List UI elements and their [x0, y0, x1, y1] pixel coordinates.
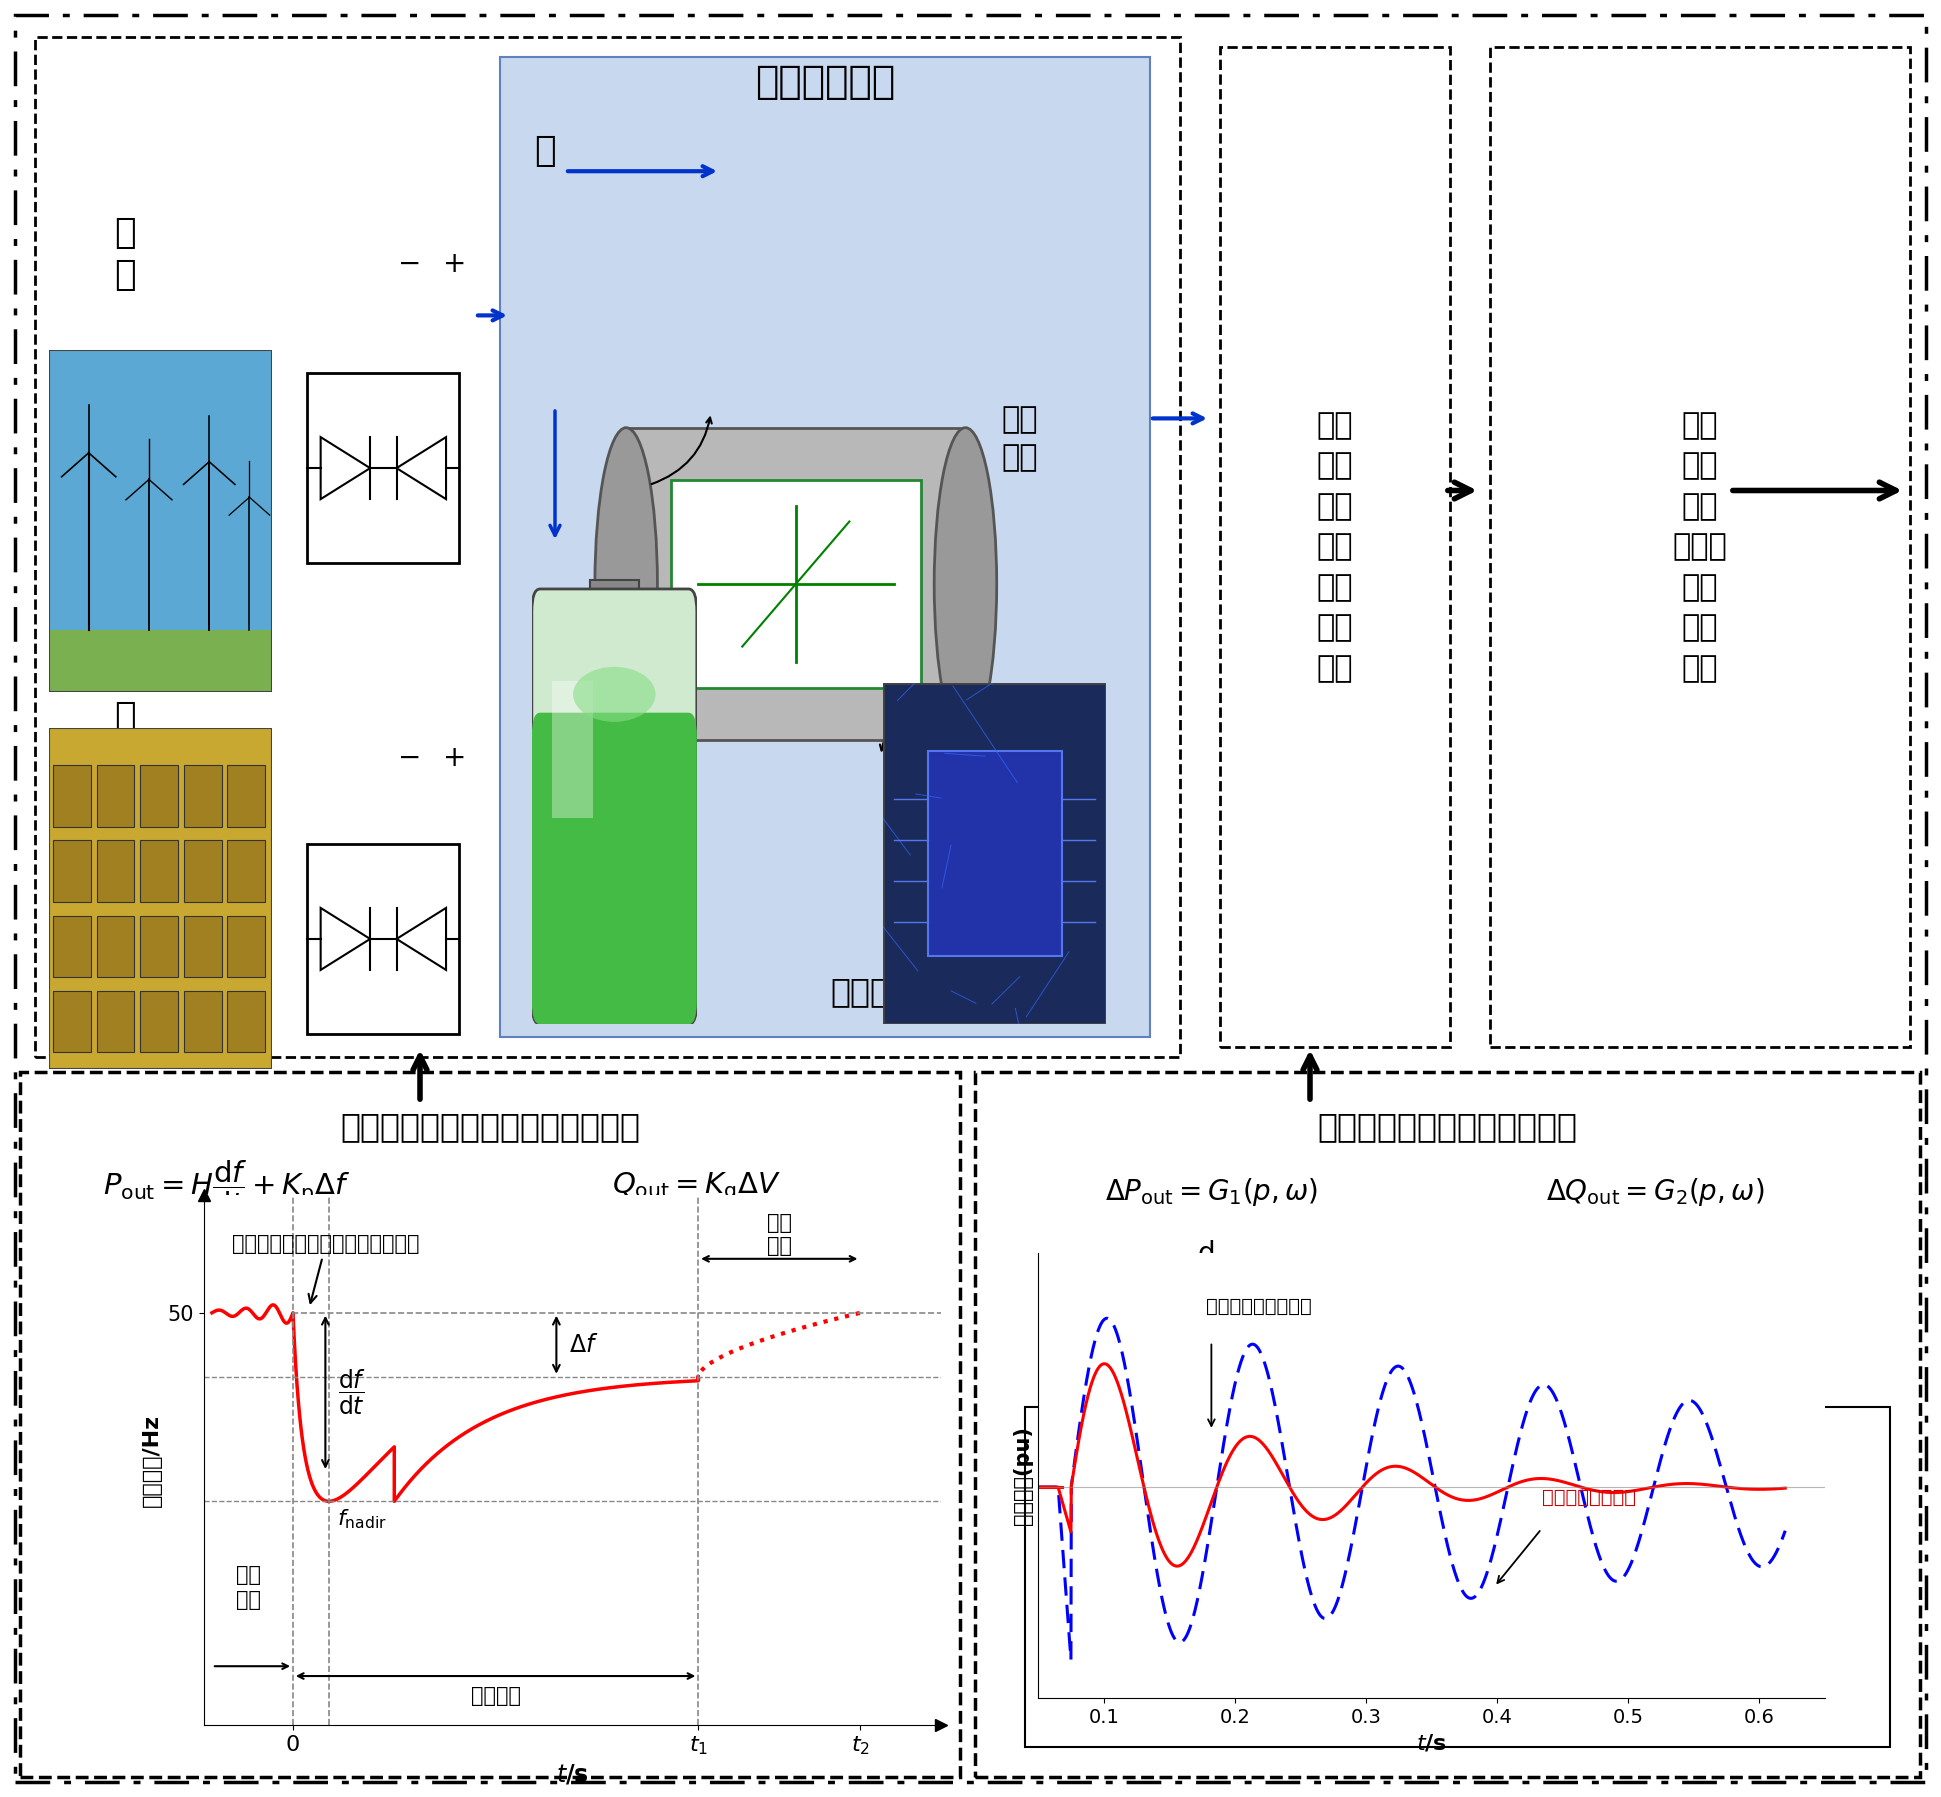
Bar [97, 766, 134, 827]
Text: +: + [443, 744, 466, 773]
Bar [140, 841, 179, 902]
Text: $\dfrac{\mathrm{d}f}{\mathrm{d}t}$: $\dfrac{\mathrm{d}f}{\mathrm{d}t}$ [338, 1368, 365, 1418]
Bar [52, 766, 91, 827]
Bar [184, 915, 221, 978]
Text: $p=\dfrac{\mathrm{d}}{\mathrm{d}t}$: $p=\dfrac{\mathrm{d}}{\mathrm{d}t}$ [1141, 1238, 1225, 1296]
Bar [551, 681, 592, 818]
Text: 源: 源 [534, 133, 555, 167]
Text: $f_{\mathrm{nadir}}$: $f_{\mathrm{nadir}}$ [338, 1508, 386, 1531]
Text: 发电机组跳闸或突增大功率负荷等: 发电机组跳闸或突增大功率负荷等 [233, 1235, 419, 1303]
X-axis label: $t$/s: $t$/s [1415, 1732, 1448, 1754]
Text: 输出调频调压功率，增强运行性能: 输出调频调压功率，增强运行性能 [340, 1111, 641, 1143]
Bar [35, 38, 1180, 1057]
Text: 主动阻尼控制未投入: 主动阻尼控制未投入 [1205, 1296, 1312, 1315]
Text: 光
伏: 光 伏 [115, 699, 136, 776]
Y-axis label: 振荡幅值(pu): 振荡幅值(pu) [1013, 1425, 1033, 1526]
Text: 控制算法: 控制算法 [831, 976, 910, 1008]
Bar [97, 990, 134, 1051]
Text: 电力
电子
装置
输出
动态
灵活
调节: 电力 电子 装置 输出 动态 灵活 调节 [1316, 412, 1353, 683]
Bar [1221, 47, 1450, 1048]
Text: 二次
调频: 二次 调频 [767, 1213, 792, 1256]
Text: $Q_{\mathrm{out}}=K_{\mathrm{q}}\Delta V$: $Q_{\mathrm{out}}=K_{\mathrm{q}}\Delta V… [611, 1170, 782, 1204]
FancyBboxPatch shape [532, 589, 697, 1024]
Bar [928, 751, 1062, 956]
Ellipse shape [573, 667, 656, 722]
Bar [52, 990, 91, 1051]
Text: 系统
动态
特性
优化与
主动
支撑
控制: 系统 动态 特性 优化与 主动 支撑 控制 [1673, 412, 1727, 683]
Text: 惯性
响应: 惯性 响应 [237, 1565, 260, 1610]
Text: 控制
信号: 控制 信号 [586, 633, 623, 699]
Bar [52, 915, 91, 978]
Text: 主动阻尼控制未投入: 主动阻尼控制未投入 [1318, 1328, 1483, 1357]
Text: 一次调频: 一次调频 [470, 1686, 520, 1705]
Bar [590, 580, 639, 622]
Bar [184, 766, 221, 827]
Bar [1491, 47, 1910, 1048]
Bar [227, 990, 266, 1051]
X-axis label: $t$/s: $t$/s [557, 1763, 588, 1786]
Bar [672, 480, 920, 688]
Bar [974, 1073, 1920, 1777]
Bar [627, 428, 965, 740]
Text: +: + [443, 250, 466, 279]
Text: $\Delta f$: $\Delta f$ [569, 1333, 598, 1357]
Text: 主动阻尼控制投入: 主动阻尼控制投入 [1541, 1488, 1636, 1508]
Bar [140, 766, 179, 827]
Text: 输出附加阻尼功率，抑制振荡: 输出附加阻尼功率，抑制振荡 [1318, 1111, 1576, 1143]
Text: 风
机: 风 机 [115, 216, 136, 291]
Bar [184, 841, 221, 902]
Bar [227, 766, 266, 827]
FancyBboxPatch shape [532, 713, 697, 1024]
Text: $\Delta Q_{\mathrm{out}}=G_2(p,\omega)$: $\Delta Q_{\mathrm{out}}=G_2(p,\omega)$ [1547, 1175, 1764, 1208]
Ellipse shape [594, 428, 658, 740]
Ellipse shape [934, 428, 998, 740]
Bar [97, 915, 134, 978]
Text: 电网
信息: 电网 信息 [1002, 406, 1038, 473]
Text: 电力电子装置: 电力电子装置 [755, 63, 895, 101]
Text: 储能: 储能 [549, 976, 590, 1008]
Bar [19, 1073, 961, 1777]
Bar [140, 990, 179, 1051]
Y-axis label: 系统频率/Hz: 系统频率/Hz [142, 1414, 161, 1506]
Text: $\omega$: 振荡频率: $\omega$: 振荡频率 [1485, 1253, 1588, 1281]
Bar [227, 841, 266, 902]
Bar [227, 915, 266, 978]
Bar [97, 841, 134, 902]
Bar [49, 350, 272, 640]
Bar [501, 58, 1149, 1037]
Bar [1025, 1407, 1891, 1747]
Text: $P_{\mathrm{out}}=H\dfrac{\mathrm{d}f}{\mathrm{d}t}+K_{\mathrm{p}}\Delta f$: $P_{\mathrm{out}}=H\dfrac{\mathrm{d}f}{\… [103, 1159, 351, 1215]
Bar [49, 631, 272, 692]
Text: −: − [398, 744, 421, 773]
Text: −: − [398, 250, 421, 279]
Text: $\Delta P_{\mathrm{out}}=G_1(p,\omega)$: $\Delta P_{\mathrm{out}}=G_1(p,\omega)$ [1104, 1175, 1318, 1208]
Bar [52, 841, 91, 902]
Bar [140, 915, 179, 978]
Bar [184, 990, 221, 1051]
